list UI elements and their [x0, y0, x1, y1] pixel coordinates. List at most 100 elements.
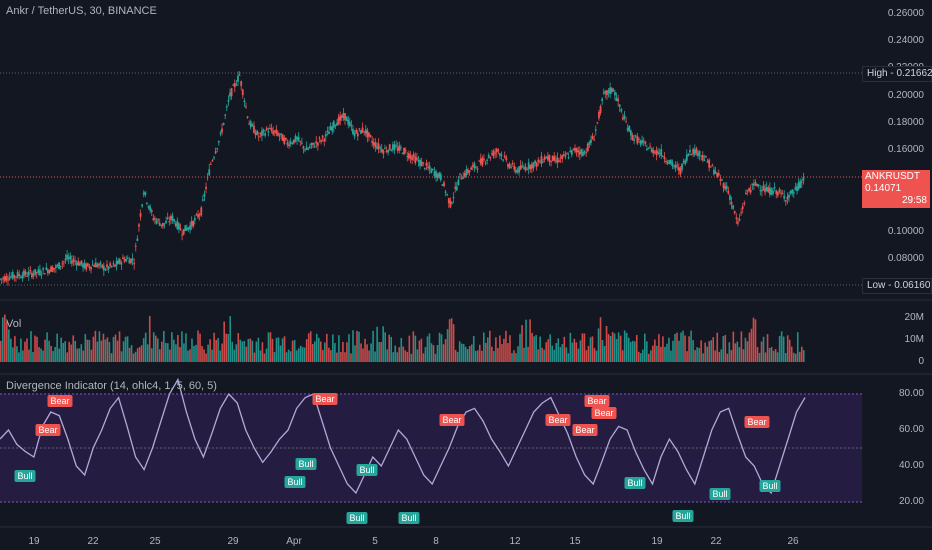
volume-bar	[641, 349, 644, 362]
price-candle	[318, 137, 321, 139]
price-candle	[270, 128, 273, 131]
price-candle	[26, 275, 29, 277]
volume-bar	[364, 338, 366, 362]
volume-bar	[444, 339, 447, 362]
price-candle	[481, 157, 484, 166]
price-candle	[134, 245, 137, 247]
price-candle	[62, 261, 65, 263]
volume-bar	[551, 345, 554, 362]
volume-bar	[712, 337, 715, 362]
volume-bar	[158, 349, 161, 362]
price-candle	[653, 151, 656, 153]
price-candle	[344, 113, 346, 120]
volume-bar	[319, 341, 322, 362]
bull-signal-label: Bull	[295, 458, 317, 470]
price-candle	[209, 163, 212, 165]
price-candle	[130, 258, 132, 263]
volume-bar	[478, 344, 481, 362]
price-candle	[55, 265, 57, 268]
price-candle	[316, 142, 319, 146]
volume-bar	[627, 337, 630, 362]
volume-bar	[549, 334, 552, 362]
price-candle	[518, 166, 520, 173]
price-candle	[682, 161, 685, 163]
price-candle	[166, 217, 169, 219]
volume-bar	[611, 332, 614, 362]
price-candle	[32, 273, 35, 276]
price-candle	[746, 190, 749, 192]
volume-bar	[563, 336, 566, 362]
volume-bar	[18, 352, 20, 362]
price-candle	[479, 158, 482, 164]
price-candle	[759, 190, 762, 192]
volume-bar	[112, 336, 115, 362]
price-candle	[104, 269, 107, 271]
price-candle	[67, 257, 70, 260]
volume-bar	[660, 346, 662, 362]
volume-bar	[92, 336, 95, 362]
price-candle	[174, 223, 177, 226]
price-candle	[415, 157, 418, 160]
price-candle	[526, 169, 528, 171]
price-candle	[724, 185, 727, 190]
volume-bar	[307, 333, 310, 362]
volume-bar	[704, 342, 706, 362]
price-candle	[749, 189, 752, 193]
volume-bar	[10, 338, 12, 362]
volume-bar	[126, 336, 129, 362]
price-candle	[339, 115, 342, 121]
volume-bar	[78, 348, 81, 362]
volume-bar	[233, 349, 236, 362]
volume-bar	[450, 318, 453, 362]
price-candle	[548, 154, 551, 162]
volume-bar	[76, 348, 79, 362]
price-candle	[70, 260, 73, 264]
price-candle	[265, 127, 268, 131]
price-candle	[289, 141, 292, 144]
volume-bar	[664, 346, 666, 362]
volume-bar	[420, 338, 423, 362]
volume-bar	[412, 331, 415, 362]
volume-bar	[62, 342, 64, 362]
price-candle	[368, 132, 370, 137]
volume-bar	[768, 348, 771, 362]
price-candle	[631, 135, 634, 140]
volume-bar	[26, 338, 28, 362]
price-candle	[58, 262, 60, 270]
price-candle	[451, 202, 453, 204]
price-candle	[246, 116, 249, 118]
price-candle	[163, 223, 166, 225]
price-candle	[645, 149, 648, 151]
volume-bar	[547, 339, 549, 362]
price-candle	[355, 129, 358, 134]
volume-bar	[609, 336, 612, 362]
price-candle	[735, 217, 738, 219]
price-candle	[171, 215, 174, 221]
volume-bar	[354, 345, 356, 362]
price-candle	[160, 224, 163, 226]
price-candle	[722, 183, 725, 189]
price-candle	[133, 262, 136, 265]
volume-bar	[790, 346, 793, 362]
price-candle	[772, 190, 774, 194]
price-candle	[315, 141, 318, 144]
price-candle	[340, 115, 343, 118]
volume-bar	[305, 339, 308, 362]
price-candle	[492, 150, 495, 157]
price-candle	[538, 161, 541, 163]
volume-bar	[426, 336, 429, 362]
price-candle	[77, 261, 80, 266]
price-candle	[249, 121, 252, 128]
volume-bar	[644, 333, 646, 362]
volume-bar	[559, 347, 562, 362]
price-candle	[198, 214, 201, 216]
price-candle	[671, 162, 674, 167]
volume-bar	[239, 339, 242, 362]
volume-bar	[746, 341, 749, 362]
price-candle	[8, 276, 11, 280]
price-candle	[66, 254, 68, 260]
volume-bar	[621, 350, 624, 362]
volume-bar	[517, 346, 519, 362]
